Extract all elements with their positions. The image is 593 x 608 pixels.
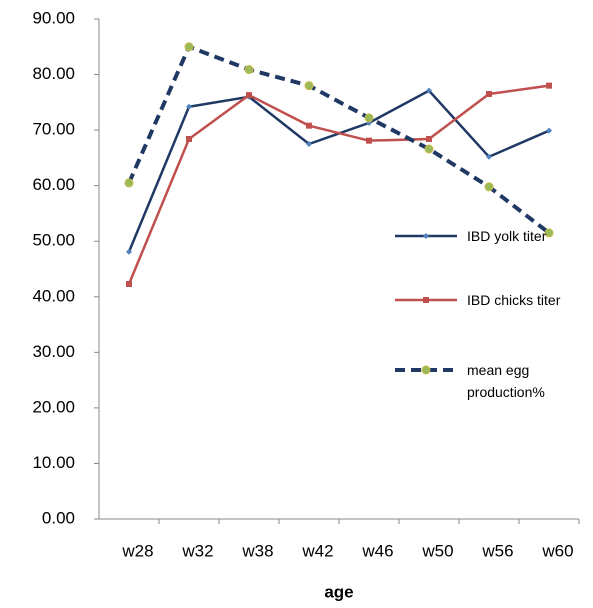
series-line: [127, 84, 550, 285]
marker: [426, 136, 432, 142]
y-tick-label: 30.00: [32, 342, 75, 361]
marker: [246, 92, 252, 99]
x-tick-label: w50: [421, 541, 453, 560]
y-tick-label: 20.00: [32, 397, 75, 416]
y-tick-label: 50.00: [32, 231, 75, 250]
legend-label: mean egg production%: [467, 362, 545, 400]
marker: [184, 42, 194, 52]
marker: [186, 136, 192, 142]
marker: [546, 127, 552, 134]
marker: [486, 91, 492, 97]
y-tick-label: 60.00: [32, 175, 75, 194]
x-tick-label: w56: [481, 541, 513, 560]
marker: [424, 144, 434, 154]
x-tick-label: w28: [121, 541, 153, 560]
marker: [304, 81, 314, 91]
marker: [366, 137, 372, 144]
marker: [423, 297, 429, 303]
marker: [484, 182, 494, 192]
marker: [186, 103, 192, 110]
y-tick-label: 90.00: [32, 8, 75, 27]
legend-label: IBD yolk titer: [467, 228, 547, 244]
marker: [126, 248, 132, 255]
y-tick-label: 0.00: [42, 508, 75, 527]
y-tick-label: 40.00: [32, 286, 75, 305]
x-tick-label: w38: [241, 541, 273, 560]
marker: [421, 365, 431, 375]
y-tick-label: 80.00: [32, 64, 75, 83]
marker: [306, 141, 312, 147]
x-tick-label: w42: [301, 541, 333, 560]
marker: [244, 65, 254, 75]
y-tick-label: 70.00: [32, 120, 75, 139]
marker: [306, 122, 312, 129]
marker: [124, 178, 134, 188]
series-line: [127, 44, 551, 235]
legend-label: IBD chicks titer: [467, 292, 561, 308]
x-tick-label: w46: [361, 541, 393, 560]
marker: [426, 87, 432, 94]
marker: [546, 82, 552, 89]
marker: [364, 113, 374, 123]
x-tick-label: w32: [181, 541, 213, 560]
x-tick-label: w60: [541, 541, 573, 560]
marker: [486, 153, 492, 160]
marker: [544, 228, 554, 238]
y-tick-label: 10.00: [32, 453, 75, 472]
marker: [126, 281, 132, 287]
x-axis-title: age: [324, 582, 353, 601]
marker: [423, 233, 429, 239]
